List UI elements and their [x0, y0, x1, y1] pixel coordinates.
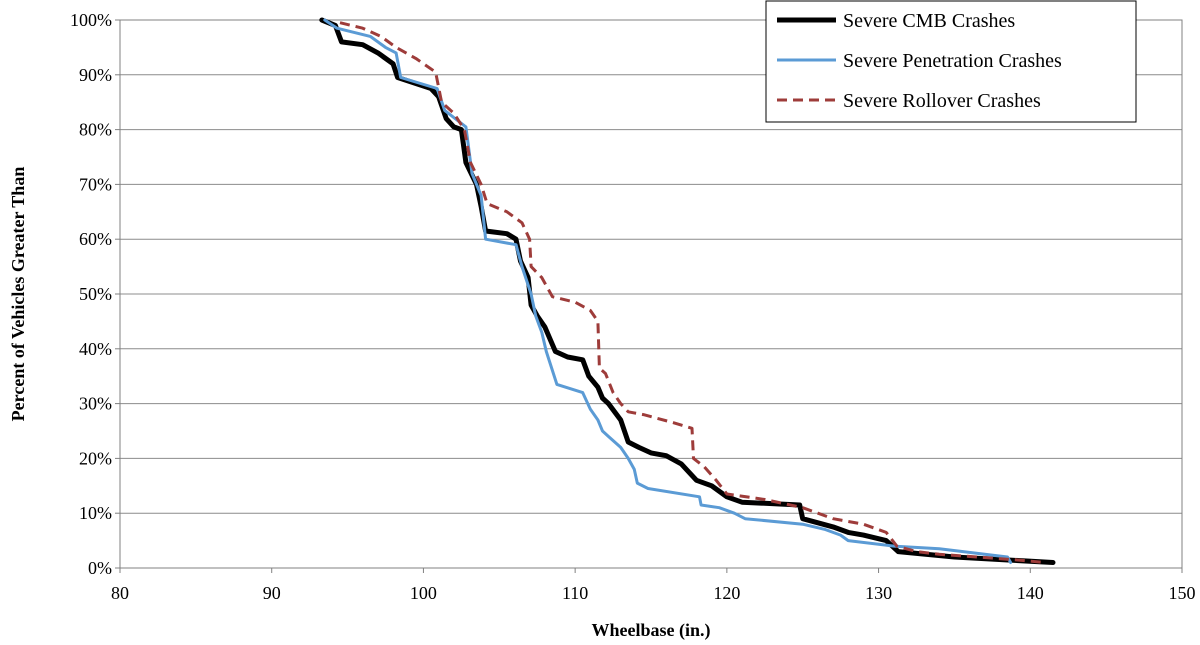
y-axis-ticks: 0% 10% 20% 30% 40% 50% 60% 70% 80% 90% 100%: [70, 10, 120, 578]
y-tick-label: 60%: [79, 229, 112, 249]
x-axis-title: Wheelbase (in.): [592, 620, 711, 641]
series-line-3: [339, 21, 1046, 564]
y-tick-label: 70%: [79, 174, 112, 194]
x-tick-label: 90: [263, 583, 281, 603]
x-tick-label: 100: [410, 583, 437, 603]
y-tick-label: 0%: [88, 558, 112, 578]
legend-label: Severe Rollover Crashes: [843, 90, 1041, 112]
y-tick-label: 90%: [79, 65, 112, 85]
y-tick-label: 80%: [79, 120, 112, 140]
x-tick-label: 130: [865, 583, 892, 603]
y-tick-label: 30%: [79, 394, 112, 414]
x-axis-ticks: 80 90 100 110 120 130 140 150: [111, 568, 1196, 603]
x-tick-label: 150: [1169, 583, 1196, 603]
x-tick-label: 140: [1017, 583, 1044, 603]
y-tick-label: 100%: [70, 10, 112, 30]
legend-label: Severe CMB Crashes: [843, 10, 1015, 32]
y-tick-label: 10%: [79, 503, 112, 523]
y-tick-label: 40%: [79, 339, 112, 359]
legend: Severe CMB Crashes Severe Penetration Cra…: [765, 0, 1137, 123]
x-tick-label: 110: [562, 583, 588, 603]
y-tick-label: 20%: [79, 448, 112, 468]
y-axis-title: Percent of Vehicles Greater Than: [8, 167, 28, 422]
x-tick-label: 120: [713, 583, 740, 603]
legend-label: Severe Penetration Crashes: [843, 50, 1062, 72]
x-tick-label: 80: [111, 583, 129, 603]
y-tick-label: 50%: [79, 284, 112, 304]
series-lines: [319, 17, 1056, 565]
series-line-2: [323, 18, 1013, 564]
